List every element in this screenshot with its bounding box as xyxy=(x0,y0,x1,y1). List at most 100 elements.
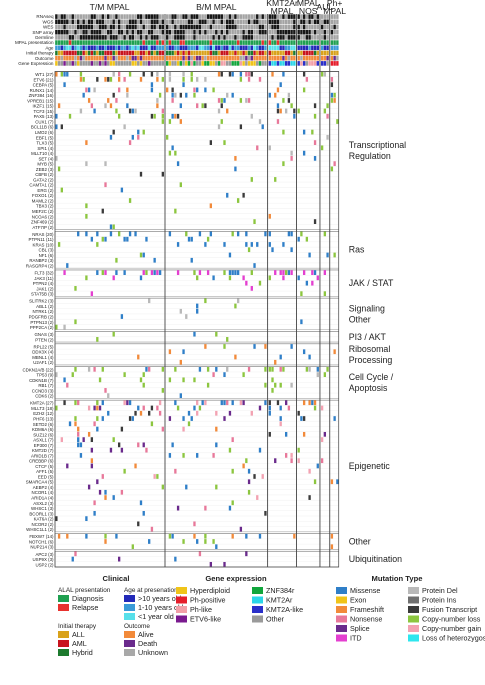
mutation-cell xyxy=(193,331,196,337)
legend-therapy-swatch xyxy=(58,649,69,656)
mutation-cell xyxy=(98,405,102,411)
annotation-cell xyxy=(128,19,132,25)
mutation-cell xyxy=(297,108,300,114)
annotation-cell xyxy=(153,29,156,35)
mutation-cell xyxy=(282,161,285,167)
annotation-cell xyxy=(212,50,215,56)
annotation-cell xyxy=(297,61,300,66)
annotation-cell xyxy=(279,24,282,30)
mutation-cell xyxy=(333,98,336,103)
mutation-cell xyxy=(101,400,104,406)
mutation-cell xyxy=(204,242,207,247)
annotation-cell xyxy=(55,24,58,30)
mutation-cell xyxy=(276,103,280,109)
mutation-cell xyxy=(231,400,234,406)
annotation-cell xyxy=(308,45,311,51)
mutation-cell xyxy=(193,87,196,93)
annotation-cell xyxy=(236,29,240,35)
mutation-cell xyxy=(85,203,88,209)
annotation-cell xyxy=(261,45,264,51)
mutation-cell xyxy=(234,270,237,275)
legend-expression-label: Ph-positive xyxy=(190,596,226,605)
annotation-cell xyxy=(282,14,285,19)
annotation-cell xyxy=(253,45,256,51)
annotation-cell xyxy=(250,35,254,40)
mutation-cell xyxy=(279,270,282,275)
mutation-cell xyxy=(161,366,164,372)
annotation-cell xyxy=(313,61,317,66)
annotation-cell xyxy=(179,40,183,45)
annotation-cell xyxy=(66,14,69,19)
annotation-cell xyxy=(276,35,280,40)
annotation-cell xyxy=(250,19,254,25)
annotation-cell xyxy=(195,29,199,35)
gene-label: SPI1 (4) xyxy=(37,146,54,151)
mutation-cell xyxy=(145,236,148,242)
annotation-cell xyxy=(193,29,196,35)
annotation-cell xyxy=(287,61,291,66)
mutation-cell xyxy=(98,377,102,383)
mutation-cell xyxy=(107,410,110,416)
annotation-cell xyxy=(226,40,229,45)
gene-label: GNAS (3) xyxy=(34,332,54,337)
annotation-cell xyxy=(161,19,165,25)
annotation-cell xyxy=(158,19,162,25)
annotation-cell xyxy=(198,24,202,30)
mutation-cell xyxy=(128,231,132,237)
annotation-cell xyxy=(85,19,88,25)
mutation-cell xyxy=(171,145,174,151)
gene-label: WHSC1L1 (2) xyxy=(26,527,54,532)
mutation-cell xyxy=(139,410,143,416)
mutation-cell xyxy=(290,103,293,109)
mutation-cell xyxy=(282,270,285,275)
annotation-cell xyxy=(74,24,77,30)
mutation-cell xyxy=(313,219,317,224)
mutation-cell xyxy=(239,124,243,130)
annotation-cell xyxy=(290,40,293,45)
annotation-cell xyxy=(66,35,69,40)
annotation-cell xyxy=(120,50,124,56)
annotation-cell xyxy=(174,14,177,19)
gene-label: RASGRP4 (2) xyxy=(26,263,54,268)
mutation-cell xyxy=(209,140,213,145)
annotation-cell xyxy=(123,24,126,30)
annotation-cell xyxy=(115,19,118,25)
mutation-cell xyxy=(223,344,226,349)
annotation-cell xyxy=(198,50,202,56)
mutation-cell xyxy=(82,77,85,82)
annotation-cell xyxy=(250,14,254,19)
annotation-cell xyxy=(142,45,145,51)
annotation-cell xyxy=(253,29,256,35)
annotation-cell xyxy=(256,61,259,66)
mutation-cell xyxy=(274,177,277,182)
annotation-cell xyxy=(55,45,58,51)
annotation-cell xyxy=(79,19,83,25)
mutation-cell xyxy=(247,77,251,82)
annotation-cell xyxy=(168,19,172,25)
mutation-cell xyxy=(336,119,339,124)
annotation-cell xyxy=(297,55,300,61)
mutation-cell xyxy=(313,156,317,161)
legend-mutation-label: Missense xyxy=(350,586,380,595)
legend-mutation-label: Loss of heterozygosity xyxy=(422,634,485,643)
gene-label: MLLT10 (4) xyxy=(31,151,54,156)
annotation-cell xyxy=(215,19,218,25)
gene-label: ATF7IP (2) xyxy=(32,225,54,230)
mutation-cell xyxy=(204,87,207,93)
mutation-cell xyxy=(220,103,223,109)
annotation-cell xyxy=(165,19,169,25)
annotation-cell xyxy=(336,50,339,56)
mutation-cell xyxy=(168,377,172,383)
gene-label: SLITRK2 (3) xyxy=(29,299,54,304)
annotation-cell xyxy=(300,29,303,35)
annotation-cell xyxy=(187,35,191,40)
annotation-cell xyxy=(179,24,183,30)
legend-mutation-swatch xyxy=(408,606,419,613)
annotation-cell xyxy=(287,24,291,30)
annotation-cell xyxy=(271,40,274,45)
annotation-cell xyxy=(206,29,210,35)
mutation-cell xyxy=(145,270,148,275)
annotation-cell xyxy=(168,40,172,45)
annotation-cell xyxy=(126,50,129,56)
mutation-cell xyxy=(128,108,132,114)
